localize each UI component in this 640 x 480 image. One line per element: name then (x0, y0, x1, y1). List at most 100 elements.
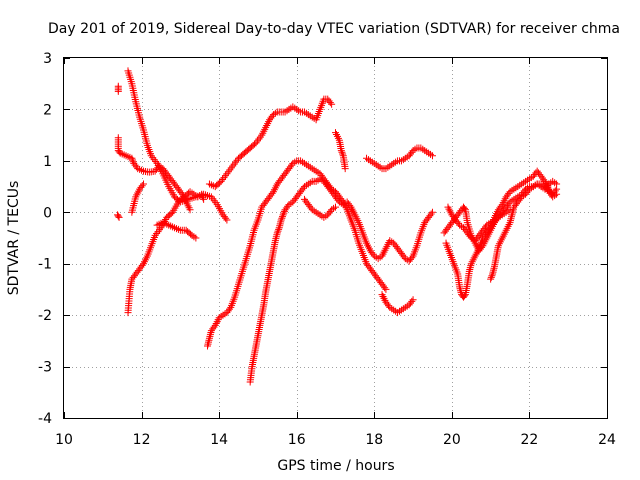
data-point (326, 207, 334, 215)
data-point (128, 154, 136, 162)
data-point (487, 273, 495, 281)
series-track-12 (300, 195, 339, 221)
x-tick-label: 16 (288, 432, 306, 448)
y-tick-label: -1 (38, 257, 52, 273)
data-point (505, 189, 513, 197)
y-tick-labels: -4 -3 -2 -1 0 1 2 3 (38, 51, 52, 427)
data-point (551, 187, 559, 195)
data-point (322, 212, 330, 220)
data-point (454, 219, 462, 227)
data-point (287, 199, 295, 207)
data-point (506, 206, 514, 214)
series-track-11 (246, 175, 436, 386)
series-track-8 (204, 157, 390, 350)
data-point (466, 232, 474, 240)
series-track-10 (332, 129, 349, 173)
data-point (446, 207, 454, 215)
series-track-14 (378, 291, 417, 317)
data-point (411, 145, 419, 153)
data-point (134, 189, 142, 197)
data-point (223, 216, 231, 224)
data-point (288, 161, 296, 169)
data-point (138, 166, 146, 174)
data-point (326, 99, 334, 107)
data-point (385, 302, 393, 310)
data-point (268, 189, 276, 197)
plot-frame (63, 57, 608, 419)
data-point (409, 296, 417, 304)
data-point (275, 225, 283, 233)
x-tick-label: 14 (210, 432, 228, 448)
data-point (551, 179, 559, 187)
data-point (428, 152, 436, 160)
data-point (129, 158, 137, 166)
series-track-9 (205, 95, 336, 191)
y-tick-label: 0 (43, 205, 52, 221)
y-tick-label: 1 (43, 154, 52, 170)
data-point (380, 294, 388, 302)
data-point (271, 184, 279, 192)
data-point (273, 229, 281, 237)
data-point (520, 192, 528, 200)
data-point (210, 323, 218, 331)
data-point (485, 225, 493, 233)
series-track-13 (363, 144, 436, 173)
data-point (186, 206, 194, 214)
data-point (284, 202, 292, 210)
data-point (299, 184, 307, 192)
data-point (369, 250, 377, 258)
x-tick-label: 12 (133, 432, 151, 448)
series-track-7 (153, 219, 200, 242)
y-tick-label: 2 (43, 102, 52, 118)
data-point (213, 318, 221, 326)
series-track-18 (444, 203, 514, 245)
x-axis-label: GPS time / hours (277, 458, 394, 474)
grid-lines (64, 58, 607, 418)
data-point (140, 180, 148, 188)
data-point (338, 148, 346, 156)
data-point (278, 213, 286, 221)
y-tick-label: -4 (38, 411, 52, 427)
data-point (458, 222, 466, 230)
data-point (280, 209, 288, 217)
data-point (332, 203, 339, 211)
data-point (129, 156, 137, 164)
data-point (114, 87, 122, 95)
x-tick-label: 10 (55, 432, 73, 448)
data-point (216, 179, 224, 187)
series-track-4 (114, 211, 123, 221)
data-point (346, 201, 354, 209)
data-point (460, 204, 468, 212)
y-tick-label: -3 (38, 360, 52, 376)
data-point (177, 189, 185, 197)
data-point (192, 234, 200, 242)
data-point (427, 210, 435, 218)
x-tick-labels: 10 12 14 16 18 20 22 24 (55, 432, 616, 448)
data-point (400, 253, 408, 261)
y-tick-label: 3 (43, 51, 52, 67)
data-point (524, 187, 532, 195)
data-point (251, 140, 259, 148)
data-point (408, 297, 416, 305)
data-point (408, 148, 416, 156)
data-point (271, 109, 279, 117)
data-point (225, 305, 233, 313)
data-point (487, 275, 495, 283)
data-point (115, 213, 123, 221)
data-point (138, 182, 146, 190)
data-point (408, 254, 416, 262)
series-track-2 (114, 82, 122, 95)
data-point (341, 165, 349, 173)
data-point (339, 150, 347, 158)
data-point (516, 195, 524, 203)
data-point (279, 211, 287, 219)
x-tick-label: 24 (598, 432, 616, 448)
x-tick-label: 22 (521, 432, 539, 448)
series-track-1 (124, 67, 231, 224)
data-point (199, 194, 207, 202)
data-point (428, 208, 436, 216)
data-point (481, 223, 489, 231)
data-point (278, 214, 286, 222)
data-point (114, 212, 122, 220)
